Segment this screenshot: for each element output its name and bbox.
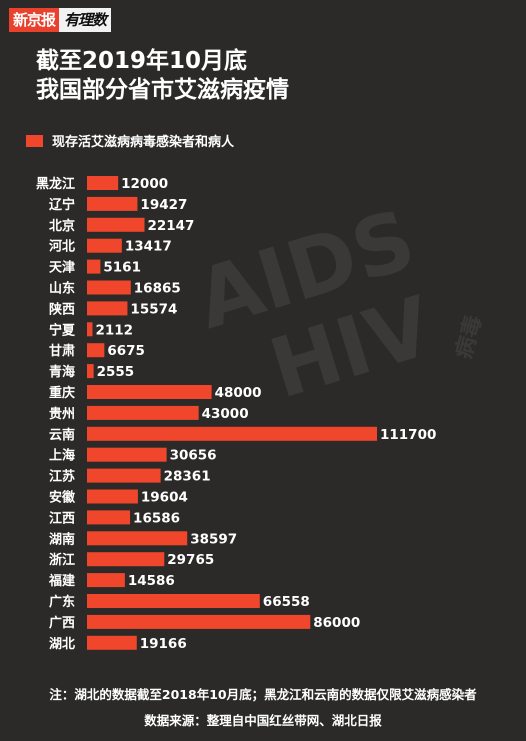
bar	[87, 176, 119, 190]
category-label: 天津	[49, 260, 75, 276]
value-label: 43000	[202, 406, 249, 422]
bar	[87, 552, 165, 567]
value-label: 111700	[380, 427, 436, 443]
category-label: 福建	[48, 573, 75, 589]
category-label: 江西	[49, 510, 75, 526]
bar	[87, 531, 188, 546]
value-label: 38597	[190, 531, 237, 547]
category-label: 贵州	[49, 406, 75, 422]
data-source: 数据来源：整理自中国红丝带网、湖北日报	[144, 713, 382, 728]
value-label: 30656	[170, 448, 217, 464]
value-label: 2112	[95, 322, 133, 338]
value-label: 5161	[103, 260, 141, 276]
footnote: 注：湖北的数据截至2018年10月底；黑龙江和云南的数据仅限艾滋病感染者	[49, 687, 477, 702]
value-label: 13417	[125, 239, 172, 255]
value-label: 86000	[313, 615, 360, 631]
bar	[87, 468, 161, 483]
value-label: 19604	[141, 490, 188, 506]
category-label: 山东	[49, 281, 75, 297]
bar	[87, 238, 122, 253]
bar	[87, 447, 167, 462]
bar	[87, 635, 137, 650]
value-label: 19166	[140, 636, 187, 652]
value-label: 15574	[130, 301, 177, 317]
value-label: 14586	[128, 573, 175, 589]
column-name: 有理数	[59, 8, 112, 32]
bar	[87, 426, 377, 441]
value-label: 66558	[263, 594, 310, 610]
bar	[87, 594, 260, 608]
bar	[87, 322, 93, 337]
chart-title-line2: 我国部分省市艾滋病疫情	[36, 77, 289, 103]
legend-label: 现存活艾滋病病毒感染者和病人	[52, 135, 235, 150]
category-label: 重庆	[49, 385, 75, 401]
bar	[87, 510, 131, 525]
category-label: 湖北	[49, 637, 75, 652]
chart-title-line1: 截至2019年10月底	[36, 48, 248, 74]
category-label: 河北	[49, 239, 75, 255]
value-label: 48000	[215, 385, 262, 401]
legend-swatch	[26, 134, 43, 147]
bar	[87, 196, 138, 211]
category-label: 陕西	[49, 301, 75, 317]
category-label: 云南	[49, 427, 75, 443]
category-label: 广东	[49, 594, 75, 610]
category-label: 湖南	[49, 531, 75, 547]
value-label: 28361	[164, 469, 211, 485]
bar	[87, 343, 105, 358]
brand-logo: 新京报 有理数	[9, 8, 112, 32]
value-label: 12000	[121, 176, 168, 192]
category-label: 甘肃	[49, 343, 75, 359]
bar	[87, 405, 199, 420]
bar	[87, 301, 128, 316]
value-label: 22147	[147, 218, 194, 234]
value-label: 16865	[134, 281, 181, 297]
legend: 现存活艾滋病病毒感染者和病人	[26, 131, 234, 150]
bar	[87, 614, 311, 629]
category-label: 江苏	[49, 469, 75, 485]
value-label: 6675	[107, 343, 145, 359]
category-label: 安徽	[49, 490, 76, 506]
value-label: 16586	[133, 510, 180, 526]
category-label: 北京	[49, 218, 75, 234]
bar	[87, 573, 125, 588]
bar	[87, 217, 145, 232]
bar	[87, 385, 212, 399]
bar	[87, 489, 138, 504]
category-label: 辽宁	[49, 197, 75, 213]
category-label: 广西	[49, 615, 75, 631]
value-label: 29765	[167, 552, 214, 568]
bar	[87, 259, 101, 274]
category-label: 浙江	[49, 552, 75, 568]
bar	[87, 280, 131, 295]
brand-name: 新京报	[9, 8, 60, 32]
bar	[87, 364, 94, 379]
value-label: 2555	[97, 364, 135, 380]
value-label: 19427	[140, 197, 187, 213]
category-label: 宁夏	[49, 322, 76, 338]
category-label: 上海	[49, 448, 75, 464]
category-label: 青海	[49, 364, 75, 380]
category-label: 黑龙江	[36, 176, 75, 192]
